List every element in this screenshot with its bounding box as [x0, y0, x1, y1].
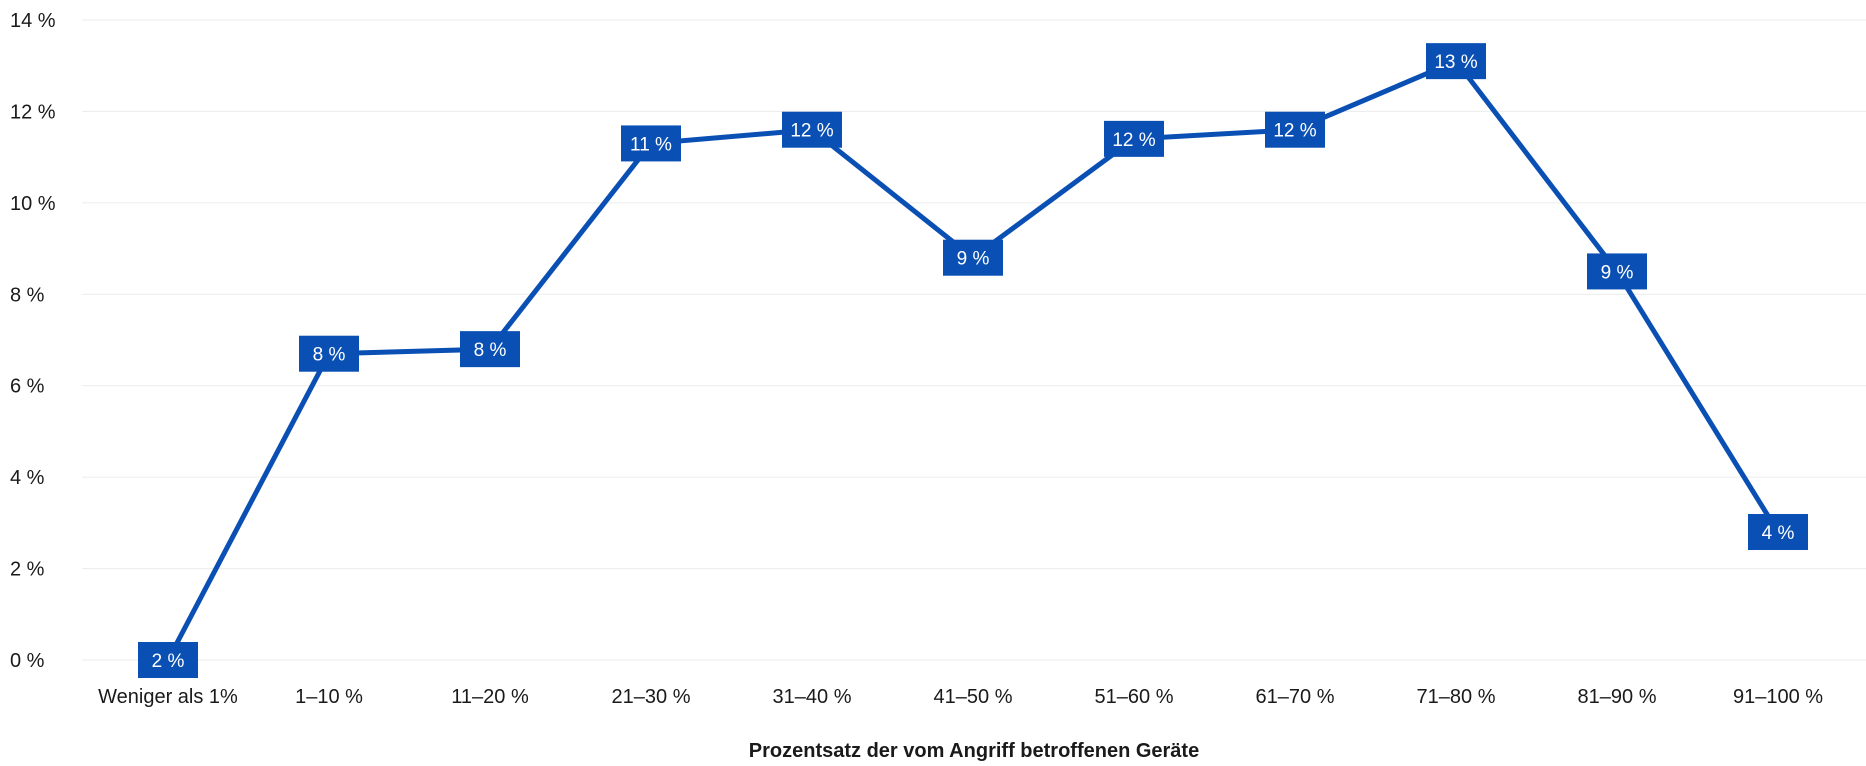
x-tick-label: 91–100 % [1733, 686, 1823, 708]
x-tick-label: 21–30 % [612, 686, 691, 708]
data-label-box [1587, 253, 1647, 290]
x-axis-title: Prozentsatz der vom Angriff betroffenen … [749, 740, 1199, 762]
x-tick-label: 1–10 % [295, 686, 363, 708]
data-label: 12 % [790, 121, 833, 142]
y-tick-label: 2 % [10, 559, 45, 581]
data-label-box [138, 642, 198, 678]
data-point: 12 % [782, 111, 842, 148]
series-line [165, 58, 1781, 663]
x-tick-label: 11–20 % [451, 686, 529, 708]
x-axis: Weniger als 1% 1–10 % 11–20 % 21–30 % 31–40 … [98, 686, 1823, 708]
data-label-box [782, 111, 842, 148]
data-label: 8 % [474, 340, 507, 361]
x-tick-label: 41–50 % [934, 686, 1013, 708]
y-tick-label: 10 % [10, 193, 56, 215]
data-label-box [1426, 43, 1486, 80]
y-tick-label: 8 % [10, 284, 45, 306]
data-point: 11 % [621, 125, 681, 162]
data-point: 12 % [1265, 111, 1325, 148]
x-tick-label: 51–60 % [1095, 686, 1174, 708]
data-label: 9 % [957, 249, 990, 270]
data-label: 12 % [1273, 121, 1316, 142]
data-point: 13 % [1426, 43, 1486, 80]
series-polyline [165, 58, 1781, 663]
y-tick-label: 6 % [10, 376, 45, 398]
y-tick-label: 0 % [10, 650, 45, 672]
data-label: 13 % [1434, 52, 1477, 73]
data-label-box [1265, 111, 1325, 148]
data-point: 2 % [138, 642, 198, 678]
y-tick-label: 12 % [10, 101, 56, 123]
data-point: 8 % [460, 331, 520, 368]
y-axis: 0 % 2 % 4 % 6 % 8 % 10 % 12 % 14 % [10, 10, 56, 672]
data-label: 11 % [630, 134, 672, 155]
data-label-box [460, 331, 520, 368]
x-tick-label: 81–90 % [1578, 686, 1657, 708]
y-tick-label: 4 % [10, 467, 45, 489]
gridlines [82, 19, 1866, 661]
data-point: 9 % [943, 239, 1003, 276]
x-tick-label: 61–70 % [1256, 686, 1335, 708]
data-label-box [1104, 120, 1164, 157]
data-label: 4 % [1762, 523, 1795, 544]
data-label-box [621, 125, 681, 162]
data-labels: 2 % 8 % 8 % 11 % 12 % 9 % 12 % 12 % 13 % 9 % 4 % [138, 43, 1808, 678]
x-tick-label: 71–80 % [1417, 686, 1496, 708]
data-label: 9 % [1601, 262, 1634, 283]
data-point: 4 % [1748, 514, 1808, 550]
data-point: 8 % [299, 335, 359, 372]
data-label-box [299, 335, 359, 372]
y-tick-label: 14 % [10, 10, 56, 32]
data-label: 8 % [313, 345, 346, 366]
data-label: 12 % [1112, 130, 1155, 151]
x-tick-label: 31–40 % [773, 686, 852, 708]
data-label-box [943, 239, 1003, 276]
data-point: 9 % [1587, 253, 1647, 290]
data-point: 12 % [1104, 120, 1164, 157]
data-label: 2 % [152, 651, 185, 672]
x-tick-label: Weniger als 1% [98, 686, 238, 708]
data-label-box [1748, 514, 1808, 550]
